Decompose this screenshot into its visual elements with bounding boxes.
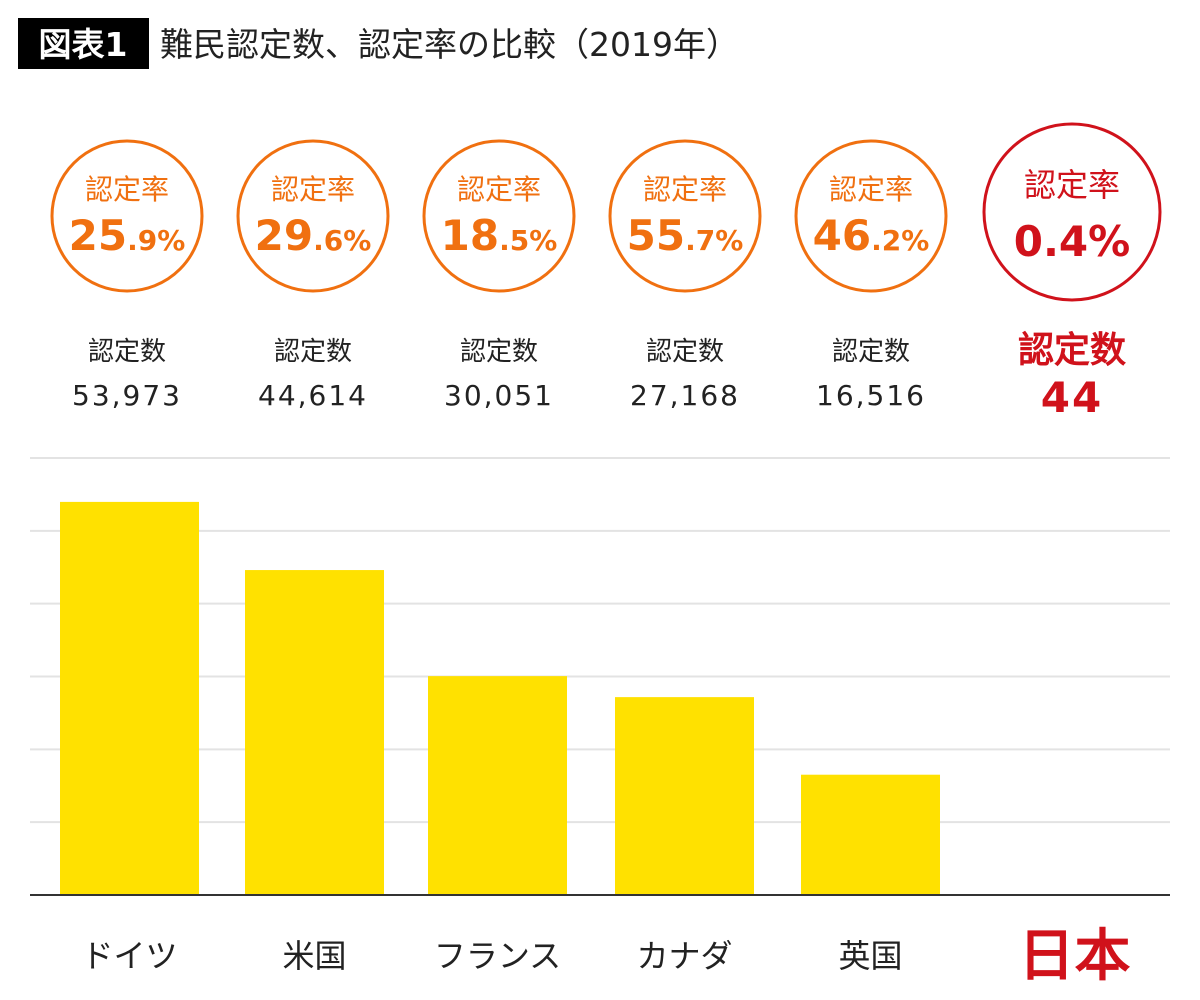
gridlines	[30, 457, 1170, 824]
count-value: 53,973	[72, 379, 182, 412]
chart-title: 難民認定数、認定率の比較（2019年）	[160, 25, 739, 64]
rate-value: 25.9%	[69, 211, 186, 260]
count-label: 認定数	[1018, 330, 1126, 371]
category-label: ドイツ	[81, 937, 177, 975]
count-label: 認定数	[88, 337, 166, 367]
rate-badge: 認定率 46.2%	[794, 139, 948, 293]
category-label: カナダ	[636, 937, 732, 975]
rate-label: 認定率	[1024, 166, 1120, 204]
rate-value: 29.6%	[255, 211, 372, 260]
rate-value: 46.2%	[813, 211, 930, 260]
rate-circle	[236, 139, 390, 293]
rate-badge: 認定率 25.9%	[50, 139, 204, 293]
bar	[60, 501, 199, 895]
rate-badge: 認定率 0.4%	[982, 122, 1162, 302]
bar	[615, 697, 754, 895]
figure-label: 図表1	[39, 25, 128, 64]
count-value: 16,516	[816, 379, 926, 412]
count-value: 44	[1041, 373, 1103, 422]
rate-label: 認定率	[271, 173, 355, 206]
category-label: 米国	[282, 937, 346, 975]
rate-label: 認定率	[457, 173, 541, 206]
count-label: 認定数	[646, 337, 724, 367]
count-label: 認定数	[832, 337, 910, 367]
category-label: 日本	[1019, 924, 1131, 989]
bars	[60, 501, 1144, 895]
rate-value: 0.4%	[1014, 217, 1130, 266]
rate-label: 認定率	[85, 173, 169, 206]
rate-value: 18.5%	[441, 211, 558, 260]
count-labels: 認定数 53,973 認定数 44,614 認定数 30,051 認定数 27,168 認定数 1…	[72, 330, 1126, 422]
rate-label: 認定率	[643, 173, 727, 206]
rate-badge: 認定率 18.5%	[422, 139, 576, 293]
count-value: 27,168	[630, 379, 740, 412]
category-labels: ドイツ 米国 フランス カナダ 英国 日本	[81, 924, 1130, 989]
figure-label-box	[18, 18, 149, 69]
rate-badge: 認定率 55.7%	[608, 139, 762, 293]
rate-value: 55.7%	[627, 211, 744, 260]
rate-label: 認定率	[829, 173, 913, 206]
rate-circles: 認定率 25.9% 認定率 29.6% 認定率 18.5% 認定率 55.7% 認定率 46.2%…	[50, 122, 1162, 302]
category-label: 英国	[838, 937, 902, 975]
bar	[801, 774, 940, 895]
rate-circle	[982, 122, 1162, 302]
rate-circle	[422, 139, 576, 293]
rate-circle	[608, 139, 762, 293]
count-label: 認定数	[274, 337, 352, 367]
bar	[428, 676, 567, 895]
category-label: フランス	[434, 937, 561, 975]
count-value: 30,051	[444, 379, 554, 412]
bar	[245, 570, 384, 895]
count-value: 44,614	[258, 379, 368, 412]
count-label: 認定数	[460, 337, 538, 367]
rate-circle	[794, 139, 948, 293]
rate-badge: 認定率 29.6%	[236, 139, 390, 293]
rate-circle	[50, 139, 204, 293]
